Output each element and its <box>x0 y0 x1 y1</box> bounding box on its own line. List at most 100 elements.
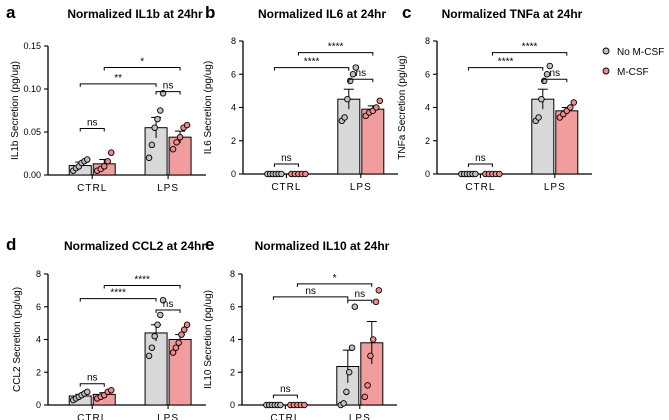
chart-title: Normalized IL10 at 24hr <box>255 239 390 253</box>
significance-label: ns <box>355 289 366 300</box>
data-point <box>277 401 284 409</box>
legend-label: M-CSF <box>617 67 649 78</box>
x-category-label: LPS <box>349 413 371 420</box>
x-category-label: CTRL <box>270 413 300 420</box>
significance-bracket <box>103 67 181 71</box>
data-point <box>343 388 350 396</box>
significance-label: **** <box>134 274 150 285</box>
significance-bracket <box>297 52 374 56</box>
y-tick-label: 6 <box>36 302 41 312</box>
y-tick-label: 2 <box>425 136 430 146</box>
chart-title: Normalized IL6 at 24hr <box>258 7 386 21</box>
data-point <box>472 170 479 178</box>
data-point <box>176 133 184 141</box>
data-point <box>278 170 285 178</box>
panel-e: e Normalized IL10 at 24hr 0 2 4 6 8 CTRL LPS IL10… <box>203 235 397 420</box>
data-point <box>173 139 180 146</box>
x-category-label: CTRL <box>271 182 301 193</box>
y-tick-label: 0.05 <box>23 127 41 137</box>
data-point <box>183 321 191 329</box>
data-point <box>175 339 182 347</box>
chart-title: Normalized IL1b at 24hr <box>67 7 203 21</box>
significance-bracket <box>79 83 157 87</box>
y-tick-label: 8 <box>231 36 236 46</box>
data-point <box>301 401 308 409</box>
significance-bracket <box>467 163 493 168</box>
bar <box>144 332 168 406</box>
x-category-label: LPS <box>157 413 179 420</box>
significance-label: **** <box>498 57 514 68</box>
y-tick-label: 6 <box>230 302 235 312</box>
panel-letter: d <box>6 235 16 254</box>
data-point <box>154 115 161 123</box>
data-point <box>543 70 551 78</box>
y-tick-label: 0 <box>425 169 430 179</box>
y-tick-label: 8 <box>36 269 41 279</box>
significance-label: ns <box>305 286 316 297</box>
panel-letter: c <box>402 3 411 22</box>
data-point <box>372 298 380 306</box>
bar <box>337 98 361 175</box>
significance-bracket <box>348 78 374 83</box>
data-point <box>151 332 158 340</box>
x-category-label: CTRL <box>77 413 107 420</box>
significance-label: ns <box>281 153 292 164</box>
significance-label: **** <box>304 57 320 68</box>
x-category-label: LPS <box>544 182 566 193</box>
data-point <box>376 97 384 105</box>
y-axis-title: IL1b Secretion (pg/ug) <box>10 61 21 160</box>
data-point <box>157 107 164 114</box>
significance-label: * <box>333 273 337 284</box>
data-point <box>159 296 167 304</box>
data-point <box>348 344 356 351</box>
data-point <box>351 303 359 311</box>
data-point <box>352 64 360 71</box>
significance-label: ns <box>475 153 486 164</box>
data-point <box>169 349 177 356</box>
panel-a: a Normalized IL1b at 24hr 0.00 0.05 0.10 0.15… <box>6 3 206 194</box>
data-point <box>345 369 353 376</box>
data-point <box>172 344 180 351</box>
data-point <box>367 352 374 360</box>
x-category-label: LPS <box>157 183 179 194</box>
significance-label: ns <box>280 384 291 395</box>
data-point <box>148 344 156 351</box>
y-axis-title: IL10 Secretion (pg/ug) <box>203 290 214 389</box>
panel-c: c Normalized TNFa at 24hr 0 2 4 6 8 CTRL LPS TNFa… <box>397 3 592 193</box>
panel-letter: b <box>205 3 215 22</box>
data-point <box>145 154 153 162</box>
x-category-label: LPS <box>350 182 372 193</box>
data-point <box>535 114 542 121</box>
data-point <box>100 163 108 170</box>
y-tick-label: 2 <box>230 367 235 377</box>
data-point <box>496 170 503 178</box>
significance-bracket <box>347 299 373 304</box>
significance-label: ns <box>87 373 98 384</box>
data-point <box>349 70 357 78</box>
y-tick-label: 2 <box>231 136 236 146</box>
significance-label: **** <box>110 288 126 299</box>
significance-label: **** <box>522 42 538 53</box>
y-tick-label: 8 <box>425 36 430 46</box>
significance-bracket <box>272 296 349 300</box>
significance-bracket <box>103 284 181 289</box>
significance-bracket <box>542 78 568 83</box>
y-tick-label: 0 <box>230 400 235 410</box>
y-axis-title: IL6 Secretion (pg/ug) <box>203 61 214 154</box>
chart-title: Normalized CCL2 at 24hr <box>64 239 206 253</box>
data-point <box>169 145 177 153</box>
data-point <box>567 104 574 111</box>
panel-b: b Normalized IL6 at 24hr 0 2 4 6 8 CTRL LPS IL6 S… <box>203 3 398 193</box>
data-point <box>83 156 91 163</box>
data-point <box>145 352 153 360</box>
x-category-label: CTRL <box>465 182 495 193</box>
data-point <box>157 311 164 319</box>
data-point <box>364 382 371 389</box>
panel-letter: a <box>6 3 16 22</box>
legend-marker <box>602 47 610 55</box>
significance-bracket <box>467 67 544 71</box>
y-tick-label: 4 <box>230 335 235 345</box>
significance-label: ns <box>356 68 367 79</box>
significance-label: ** <box>114 73 122 84</box>
